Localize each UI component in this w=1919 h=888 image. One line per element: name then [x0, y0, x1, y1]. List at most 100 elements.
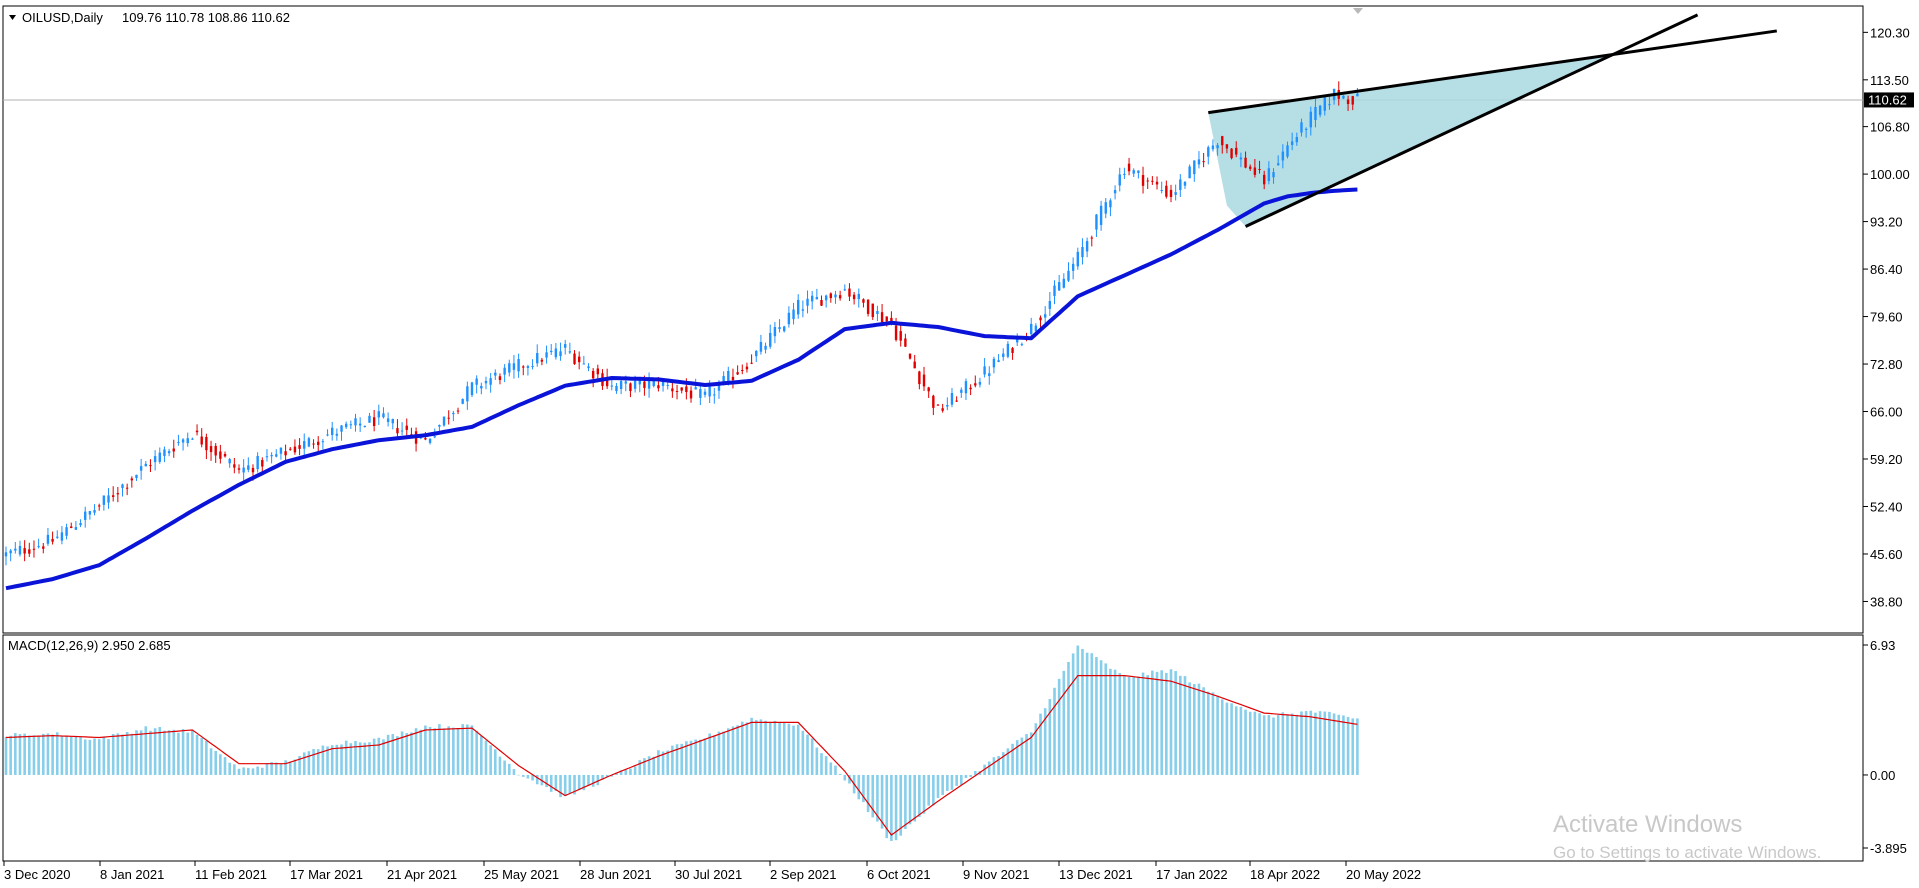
candle-body: [65, 527, 68, 536]
candle-body: [1318, 105, 1322, 115]
triangle-pattern[interactable]: [1208, 54, 1613, 227]
macd-bar: [396, 736, 399, 775]
macd-bar: [671, 745, 674, 775]
macd-bar: [60, 736, 64, 775]
macd-bar: [815, 747, 819, 775]
candle-body: [615, 385, 618, 392]
macd-bar: [1127, 676, 1131, 775]
candle-body: [284, 451, 287, 456]
candle-body: [321, 441, 325, 443]
candle-body: [1225, 144, 1229, 149]
macd-tick-label: 0.00: [1870, 768, 1895, 783]
candle-body: [158, 452, 161, 462]
candle-body: [489, 378, 492, 385]
macd-bar: [885, 774, 889, 839]
macd-bar: [629, 768, 632, 775]
macd-bar: [638, 760, 642, 775]
macd-bar: [796, 724, 800, 775]
activate-windows-subtitle: Go to Settings to activate Windows.: [1553, 843, 1821, 862]
macd-bar: [1053, 687, 1056, 775]
candle-body: [247, 465, 250, 470]
candle-body: [344, 423, 348, 428]
macd-bar: [279, 763, 283, 775]
macd-bar: [1323, 711, 1327, 775]
candle-body: [275, 454, 278, 457]
macd-bar: [1253, 711, 1257, 775]
candle-body: [237, 468, 241, 470]
candle-body: [303, 441, 306, 449]
candle-body: [769, 332, 772, 347]
candle-body: [331, 427, 334, 435]
time-tick-label: 11 Feb 2021: [195, 867, 267, 882]
candle-body: [484, 380, 488, 384]
candle-body: [298, 445, 301, 449]
macd-bar: [498, 756, 502, 775]
candle-body: [624, 381, 627, 384]
macd-bar: [1314, 712, 1317, 775]
candle-body: [1188, 166, 1191, 179]
candle-body: [731, 376, 735, 381]
candle-body: [1235, 147, 1238, 155]
macd-bar: [335, 744, 339, 775]
macd-bar: [708, 733, 711, 775]
macd-bar: [862, 774, 865, 803]
lower-trendline[interactable]: [1244, 13, 1699, 228]
macd-bar: [764, 720, 767, 775]
upper-trendline[interactable]: [1208, 29, 1778, 115]
candle-body: [577, 356, 581, 363]
candle-body: [233, 464, 236, 468]
candle-body: [205, 436, 208, 451]
macd-bar: [51, 734, 54, 775]
macd-bar: [1067, 661, 1070, 775]
price-tick-label: 93.20: [1870, 215, 1903, 230]
candle-body: [755, 350, 758, 357]
candle-body: [829, 293, 833, 299]
macd-bar: [1244, 709, 1247, 775]
macd-bar: [1039, 713, 1042, 775]
macd-bar: [93, 738, 96, 775]
macd-bar: [927, 774, 930, 806]
macd-bar: [526, 774, 530, 779]
candle-body: [1258, 168, 1261, 170]
candle-body: [391, 418, 394, 424]
macd-bar: [302, 752, 306, 775]
macd-bar: [913, 774, 916, 822]
macd-bar: [1146, 675, 1149, 775]
macd-bar: [689, 740, 693, 775]
candle-body: [88, 511, 92, 515]
macd-bar: [740, 721, 744, 775]
candle-body: [997, 360, 1000, 362]
candle-body: [1039, 317, 1042, 321]
candle-body: [554, 348, 558, 358]
macd-bar: [326, 746, 329, 775]
macd-bar: [908, 774, 912, 825]
macd-bar: [447, 726, 450, 775]
macd-bar: [591, 774, 595, 787]
macd-bar: [494, 749, 497, 775]
candle-body: [172, 448, 175, 452]
candle-body: [307, 438, 311, 447]
candle-body: [536, 353, 539, 364]
candle-body: [582, 363, 586, 365]
trendlines-layer[interactable]: [1208, 13, 1778, 228]
dropdown-triangle-icon[interactable]: [9, 15, 16, 20]
shift-marker-icon[interactable]: [1353, 8, 1363, 14]
macd-bar: [778, 722, 781, 775]
macd-bar: [116, 733, 120, 775]
triangle-fill[interactable]: [1208, 54, 1613, 227]
candle-body: [810, 295, 814, 302]
macd-bar: [1160, 670, 1163, 775]
macd-bar: [442, 728, 446, 775]
candle-body: [1253, 167, 1257, 175]
candle-body: [442, 416, 446, 426]
macd-bar: [363, 742, 367, 775]
ohlc-values: 109.76 110.78 108.86 110.62: [122, 10, 290, 25]
candle-body: [438, 424, 441, 427]
macd-bar: [1332, 713, 1336, 775]
candle-body: [843, 289, 846, 291]
macd-bar: [960, 774, 963, 785]
time-tick-label: 18 Apr 2022: [1250, 867, 1320, 882]
activate-windows-title: Activate Windows: [1553, 811, 1742, 838]
macd-bar: [829, 762, 833, 775]
